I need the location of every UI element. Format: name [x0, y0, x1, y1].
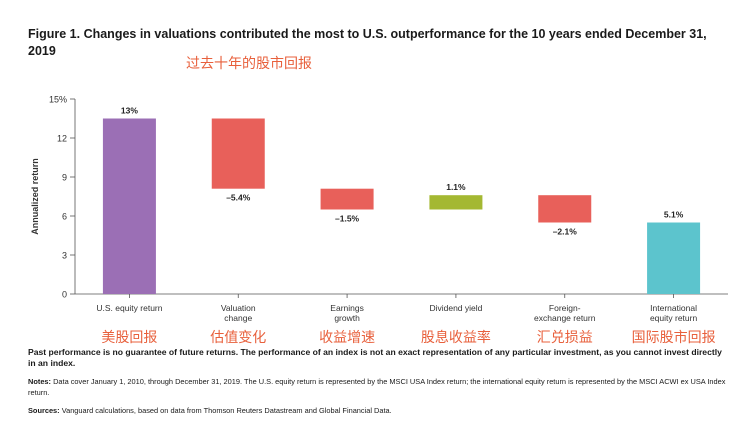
- x-category-label: Dividend yield: [429, 303, 482, 313]
- bar-6: [647, 222, 701, 294]
- y-tick-label: 9: [62, 173, 67, 183]
- chinese-category-label: 估值变化: [210, 330, 267, 346]
- sources-text: Vanguard calculations, based on data fro…: [61, 406, 392, 415]
- x-category-label: Foreign-exchange return: [534, 303, 596, 323]
- chinese-title-annotation: 过去十年的股市回报: [186, 56, 312, 72]
- bar-5: [538, 195, 592, 223]
- bar-2: [211, 118, 265, 189]
- chinese-category-label: 股息收益率: [420, 330, 491, 346]
- sources-label: Sources:: [28, 406, 60, 415]
- past-performance-disclaimer: Past performance is no guarantee of futu…: [28, 347, 722, 368]
- y-tick-label: 0: [62, 290, 67, 300]
- bar-value-label: –5.4%: [226, 193, 251, 203]
- x-category-label: U.S. equity return: [96, 303, 162, 313]
- bar-value-label: 1.1%: [446, 182, 466, 192]
- bar-4: [429, 195, 483, 210]
- axis-layer: 0 3 6 9 12 15% Annualized return: [30, 95, 728, 300]
- chinese-category-label: 美股回报: [101, 330, 158, 346]
- notes-footnote: Notes: Data cover January 1, 2010, throu…: [28, 376, 728, 398]
- chinese-category-label: 国际股市回报: [631, 330, 716, 346]
- bar-3: [320, 188, 374, 210]
- notes-text: Data cover January 1, 2010, through Dece…: [28, 377, 726, 397]
- label-layer: 13% U.S. equity return –5.4% Valuation chang…: [96, 106, 697, 324]
- chinese-category-label: 汇兑损益: [536, 330, 593, 346]
- bar-1: [102, 118, 156, 294]
- chart-title: Figure 1. Changes in valuations contribu…: [28, 27, 707, 58]
- bar-value-label: 5.1%: [664, 210, 684, 220]
- sources-footnote: Sources: Vanguard calculations, based on…: [28, 405, 728, 416]
- bar-layer: [102, 118, 701, 294]
- x-category-label: Earnings growth: [330, 303, 364, 323]
- chinese-category-label: 收益增速: [319, 330, 376, 346]
- x-category-label: International equity return: [650, 303, 698, 323]
- notes-label: Notes:: [28, 377, 51, 386]
- y-tick-label: 12: [57, 134, 67, 144]
- bar-value-label: –1.5%: [335, 214, 360, 224]
- y-tick-label: 3: [62, 251, 67, 261]
- y-tick-label: 6: [62, 212, 67, 222]
- y-tick-label: 15%: [49, 95, 67, 105]
- x-category-label: Valuation change: [221, 303, 256, 323]
- bar-value-label: –2.1%: [553, 227, 578, 237]
- bar-value-label: 13%: [121, 106, 138, 116]
- y-axis-label: Annualized return: [30, 158, 40, 235]
